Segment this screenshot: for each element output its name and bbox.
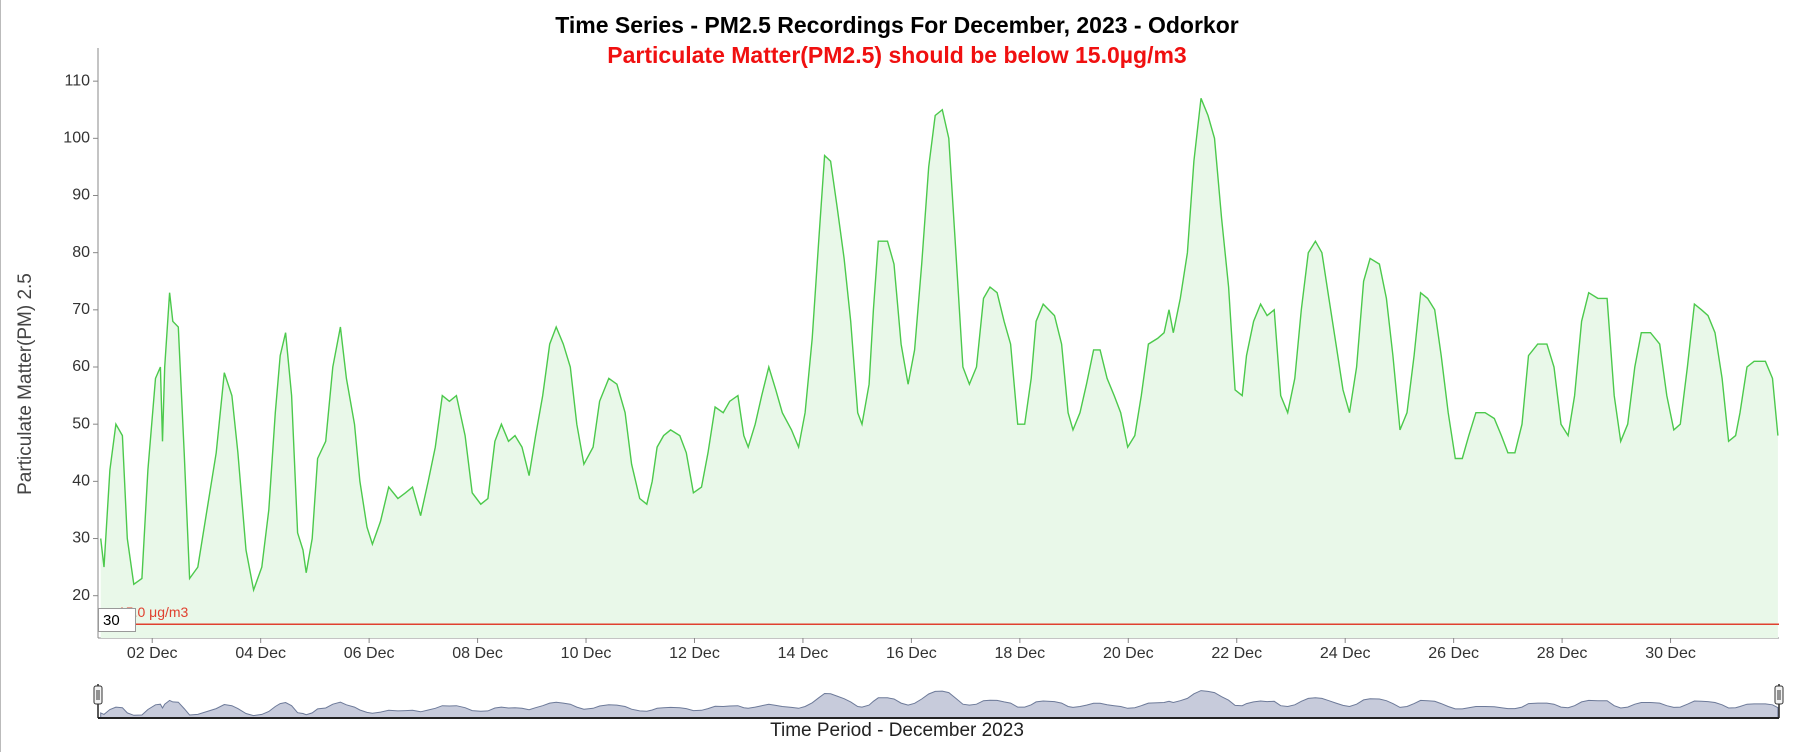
y-tick-label: 50 (72, 415, 90, 432)
navigator-handle[interactable] (1774, 685, 1784, 705)
y-tick-label: 90 (72, 187, 90, 204)
x-tick-label: 14 Dec (778, 645, 829, 662)
chart-title: Time Series - PM2.5 Recordings For Decem… (555, 12, 1238, 38)
x-tick-label: 12 Dec (669, 645, 720, 662)
y-tick-label: 80 (72, 244, 90, 261)
x-tick-label: 06 Dec (344, 645, 395, 662)
y-tick-label: 100 (63, 130, 90, 147)
y-tick-label: 70 (72, 301, 90, 318)
navigator-series (100, 690, 1779, 719)
x-tick-label: 04 Dec (235, 645, 286, 662)
y-tick-label: 40 (72, 473, 90, 490)
x-tick-label: 28 Dec (1537, 645, 1588, 662)
y-axis-label: Particulate Matter(PM) 2.5 (15, 273, 36, 495)
x-tick-label: 24 Dec (1320, 645, 1371, 662)
x-tick-label: 18 Dec (994, 645, 1045, 662)
y-tick-label: 30 (72, 530, 90, 547)
y-tick-label: 60 (72, 358, 90, 375)
x-axis-label: Time Period - December 2023 (770, 720, 1024, 741)
x-tick-label: 16 Dec (886, 645, 937, 662)
x-tick-label: 02 Dec (127, 645, 178, 662)
area (100, 98, 1778, 639)
x-tick-label: 26 Dec (1428, 645, 1479, 662)
navigator-handle[interactable] (93, 685, 103, 705)
x-tick-label: 30 Dec (1645, 645, 1696, 662)
x-tick-label: 10 Dec (561, 645, 612, 662)
y-tick-label: 20 (72, 587, 90, 604)
zoom-input[interactable] (98, 608, 136, 632)
x-tick-label: 22 Dec (1211, 645, 1262, 662)
chart-subtitle: Particulate Matter(PM2.5) should be belo… (607, 42, 1186, 68)
x-tick-label: 08 Dec (452, 645, 503, 662)
y-tick-label: 110 (64, 72, 90, 89)
line (100, 98, 1779, 593)
x-tick-label: 20 Dec (1103, 645, 1154, 662)
